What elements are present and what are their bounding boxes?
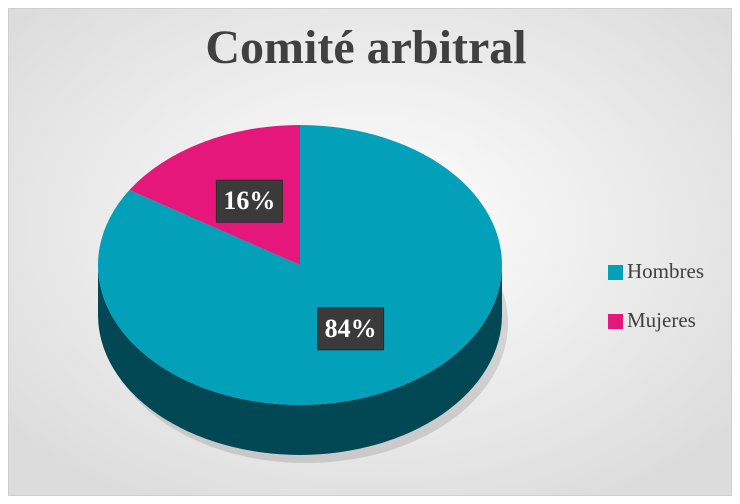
slice-side	[98, 265, 502, 455]
legend-swatch	[608, 314, 623, 329]
legend-label: Mujeres	[627, 308, 696, 332]
chart-title: Comité arbitral	[205, 21, 526, 74]
data-label-box	[215, 179, 283, 223]
pie-slice	[129, 125, 300, 265]
data-label: 84%	[325, 314, 377, 343]
legend-swatch	[608, 265, 623, 280]
pie: 84% 16%	[97, 125, 508, 463]
data-label-box	[317, 307, 385, 351]
data-label: 16%	[223, 186, 275, 215]
legend: Hombres Mujeres	[608, 259, 704, 332]
legend-label: Hombres	[627, 259, 704, 283]
